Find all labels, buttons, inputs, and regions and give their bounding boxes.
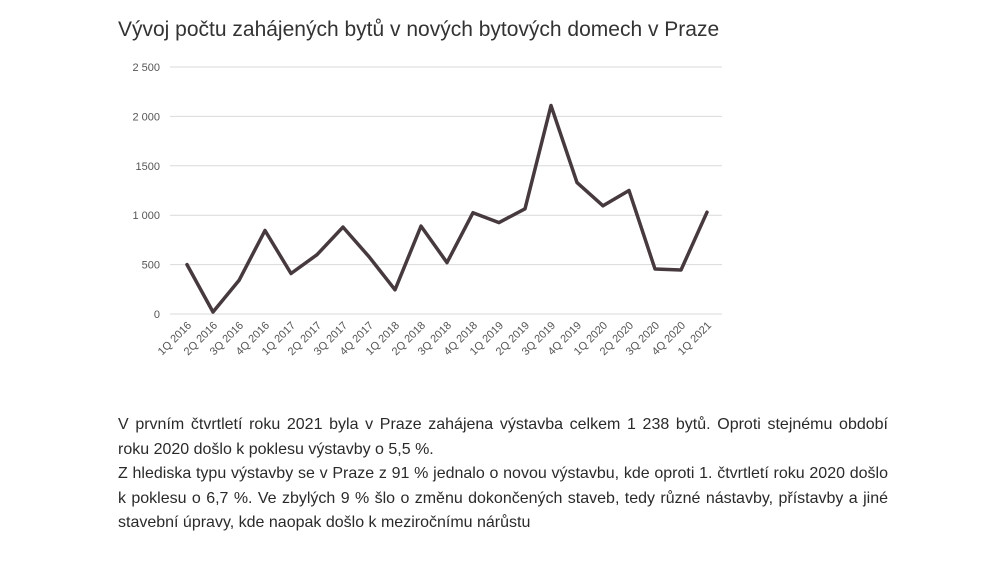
y-tick-label: 1500: [136, 161, 160, 173]
data-point: [601, 204, 605, 208]
data-point: [341, 225, 345, 229]
data-point: [237, 278, 241, 282]
data-point: [445, 261, 449, 265]
data-point: [523, 207, 527, 211]
data-point: [653, 267, 657, 271]
data-point: [289, 271, 293, 275]
data-point: [419, 224, 423, 228]
data-point: [185, 263, 189, 267]
series-line-0: [185, 103, 709, 314]
y-axis-tick-labels: 0 500 1 000 1500 2 000 2 500: [132, 62, 160, 321]
data-point: [497, 221, 501, 225]
paragraph-second: Z hlediska typu výstavby se v Praze z 91…: [118, 465, 888, 531]
data-point: [679, 268, 683, 272]
y-tick-label: 500: [142, 260, 160, 272]
data-point: [705, 210, 709, 214]
y-tick-label: 2 500: [132, 62, 160, 74]
data-point: [393, 288, 397, 292]
series-layer: [185, 103, 709, 314]
y-tick-label: 0: [154, 309, 160, 321]
data-point: [315, 253, 319, 257]
data-point: [627, 189, 631, 192]
chart-title: Vývoj počtu zahájených bytů v nových byt…: [118, 18, 720, 41]
data-point: [367, 255, 371, 259]
description-text: V prvním čtvrtletí roku 2021 byla v Praz…: [118, 413, 888, 536]
data-point: [549, 104, 553, 108]
data-point: [211, 310, 215, 314]
y-tick-label: 2 000: [132, 111, 160, 123]
data-point: [575, 181, 579, 185]
data-point: [263, 229, 267, 233]
paragraph-first: V prvním čtvrtletí roku 2021 byla v Praz…: [118, 416, 888, 458]
y-tick-label: 1 000: [132, 210, 160, 222]
grid-lines: [170, 66, 722, 315]
data-point: [471, 211, 475, 215]
